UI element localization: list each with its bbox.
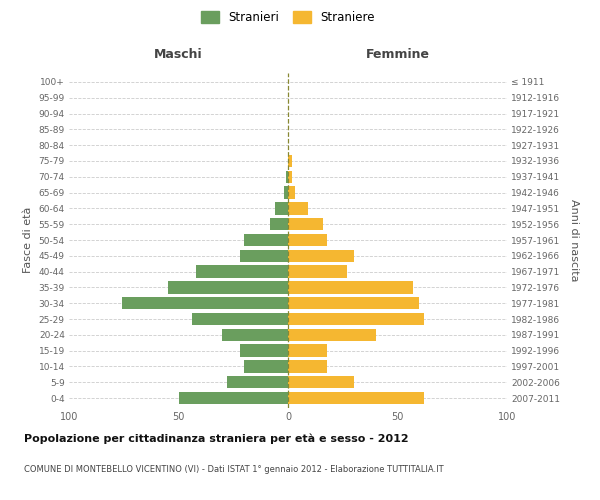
Legend: Stranieri, Straniere: Stranieri, Straniere xyxy=(199,8,377,26)
Bar xyxy=(288,344,328,357)
Bar xyxy=(284,186,288,199)
Bar xyxy=(288,155,292,167)
Bar xyxy=(288,328,376,341)
Bar xyxy=(167,281,288,293)
Bar xyxy=(288,297,419,310)
Bar xyxy=(288,360,328,372)
Bar xyxy=(275,202,288,214)
Bar xyxy=(227,376,288,388)
Bar xyxy=(191,313,288,325)
Y-axis label: Anni di nascita: Anni di nascita xyxy=(569,198,579,281)
Bar xyxy=(288,186,295,199)
Bar xyxy=(288,281,413,293)
Bar xyxy=(286,170,288,183)
Bar xyxy=(240,250,288,262)
Bar xyxy=(288,376,354,388)
Text: Popolazione per cittadinanza straniera per età e sesso - 2012: Popolazione per cittadinanza straniera p… xyxy=(24,434,409,444)
Text: Femmine: Femmine xyxy=(365,48,430,62)
Bar xyxy=(288,266,347,278)
Bar xyxy=(179,392,288,404)
Bar xyxy=(222,328,288,341)
Y-axis label: Fasce di età: Fasce di età xyxy=(23,207,33,273)
Bar xyxy=(288,234,328,246)
Bar xyxy=(288,218,323,230)
Bar xyxy=(196,266,288,278)
Bar xyxy=(244,234,288,246)
Bar xyxy=(288,202,308,214)
Text: COMUNE DI MONTEBELLO VICENTINO (VI) - Dati ISTAT 1° gennaio 2012 - Elaborazione : COMUNE DI MONTEBELLO VICENTINO (VI) - Da… xyxy=(24,466,443,474)
Bar xyxy=(240,344,288,357)
Bar xyxy=(288,313,424,325)
Bar xyxy=(271,218,288,230)
Bar xyxy=(244,360,288,372)
Bar xyxy=(288,170,292,183)
Bar xyxy=(288,392,424,404)
Text: Maschi: Maschi xyxy=(154,48,203,62)
Bar xyxy=(122,297,288,310)
Bar xyxy=(288,250,354,262)
